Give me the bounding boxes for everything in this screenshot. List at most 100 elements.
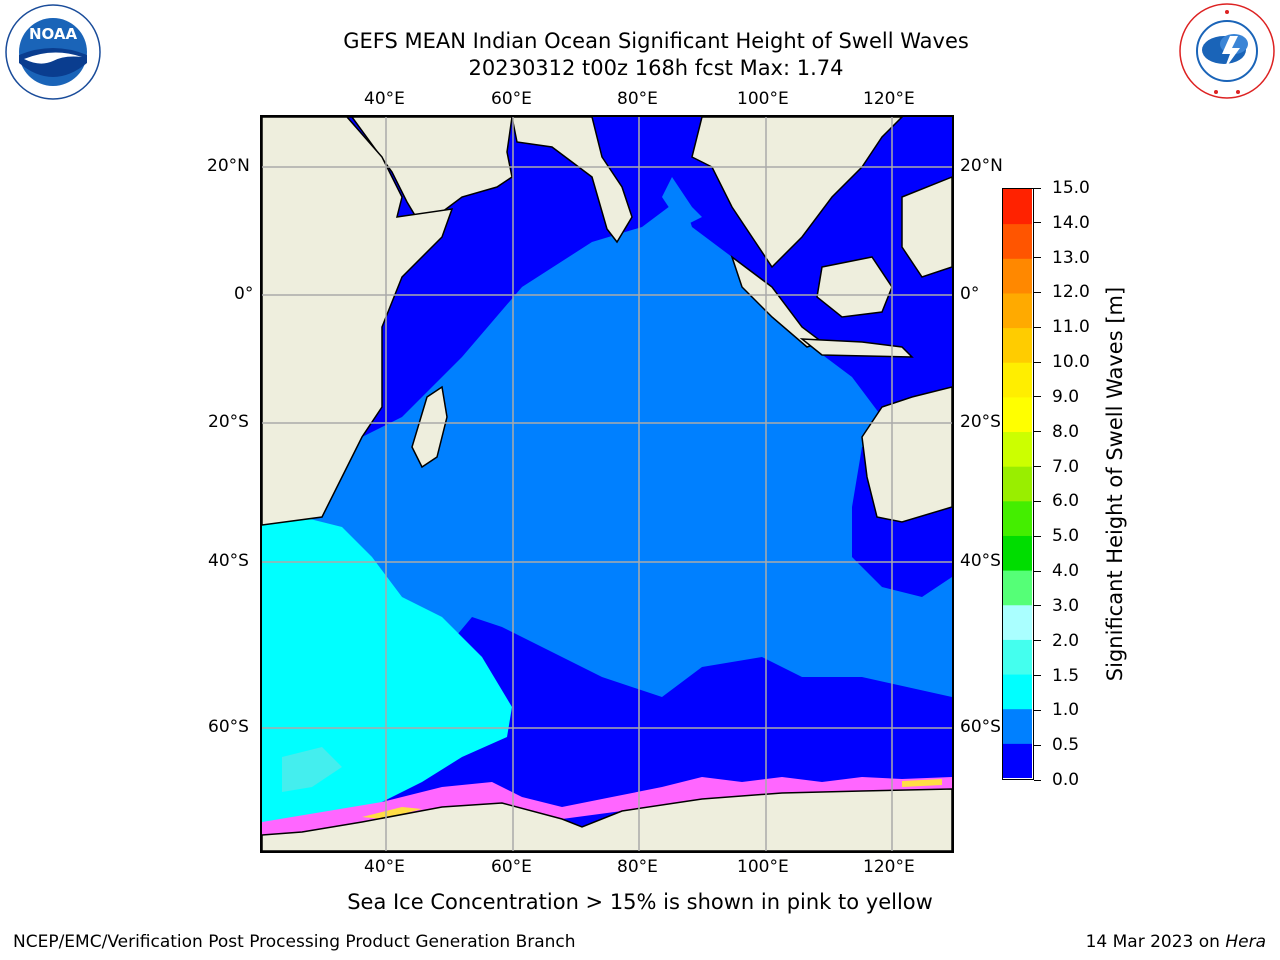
colorbar-tick-label: 4.0 — [1052, 561, 1080, 582]
colorbar-tick-mark — [1034, 675, 1041, 677]
colorbar-tick-mark — [1034, 605, 1041, 607]
colorbar-tick-label: 10.0 — [1052, 352, 1090, 373]
land-southeast-asia — [691, 117, 904, 269]
colorbar-tick-label: 9.0 — [1052, 386, 1080, 407]
colorbar-tick-label: 0.5 — [1052, 735, 1080, 756]
colorbar-tick-mark — [1034, 396, 1041, 398]
colorbar-tick-mark — [1034, 326, 1041, 328]
land-masses — [262, 117, 952, 851]
colorbar-tick-label: 1.5 — [1052, 665, 1080, 686]
colorbar-tick-label: 1.0 — [1052, 700, 1080, 721]
colorbar-swatches — [1003, 189, 1032, 779]
colorbar-tick-mark — [1034, 500, 1041, 502]
colorbar-tick-mark — [1034, 361, 1041, 363]
colorbar-tick-mark — [1034, 640, 1041, 642]
lat-label-left-0: 0° — [234, 284, 254, 304]
colorbar-tick-label: 11.0 — [1052, 317, 1090, 338]
sea-ice-edge — [262, 777, 952, 835]
map-panel — [260, 115, 954, 853]
lon-label-bottom-60e: 60°E — [491, 857, 532, 877]
lat-label-left-20n: 20°N — [207, 156, 250, 176]
colorbar-tick-label: 2.0 — [1052, 630, 1080, 651]
colorbar-tick-mark — [1034, 709, 1041, 711]
colorbar-tick-mark — [1034, 222, 1041, 224]
colorbar-swatch — [1003, 466, 1032, 502]
colorbar-tick-label: 3.0 — [1052, 595, 1080, 616]
chart-title: GEFS MEAN Indian Ocean Significant Heigh… — [343, 29, 969, 53]
colorbar-swatch — [1003, 327, 1032, 363]
colorbar-label: Significant Height of Swell Waves [m] — [1103, 286, 1127, 682]
colorbar-swatch — [1003, 500, 1032, 536]
colorbar-tick-mark — [1034, 779, 1041, 781]
footer-date: 14 Mar 2023 on Hera — [1086, 932, 1266, 952]
lon-label-bottom-40e: 40°E — [364, 857, 405, 877]
land-antarctica — [262, 788, 952, 851]
colorbar-tick-mark — [1034, 466, 1041, 468]
ocean-region-high-patch — [282, 747, 342, 792]
lat-label-left-60s: 60°S — [208, 717, 249, 737]
colorbar-swatch — [1003, 639, 1032, 675]
lon-label-top-60e: 60°E — [491, 89, 532, 109]
colorbar-tick-label: 13.0 — [1052, 247, 1090, 268]
colorbar-swatch — [1003, 674, 1032, 710]
colorbar-tick-label: 5.0 — [1052, 526, 1080, 547]
land-java — [799, 338, 914, 358]
colorbar-tick-mark — [1034, 257, 1041, 259]
colorbar-swatch — [1003, 258, 1032, 294]
sea-ice-note: Sea Ice Concentration > 15% is shown in … — [347, 890, 933, 914]
lat-label-left-20s: 20°S — [208, 412, 249, 432]
colorbar-tick-mark — [1034, 570, 1041, 572]
colorbar-tick-mark — [1034, 187, 1041, 189]
map-canvas — [262, 117, 952, 851]
colorbar-tick-label: 0.0 — [1052, 770, 1080, 790]
noaa-logo-text: NOAA — [29, 25, 78, 43]
colorbar-swatch — [1003, 292, 1032, 329]
colorbar-tick-mark — [1034, 744, 1041, 746]
land-borneo-java — [816, 256, 893, 318]
colorbar-swatch — [1003, 535, 1032, 571]
colorbar-tick-mark — [1034, 535, 1041, 537]
colorbar-swatch — [1003, 362, 1032, 398]
lon-label-top-120e: 120°E — [863, 89, 915, 109]
lon-label-top-80e: 80°E — [617, 89, 658, 109]
lat-label-right-40s: 40°S — [960, 551, 1001, 571]
lon-label-bottom-120e: 120°E — [863, 857, 915, 877]
colorbar-swatch — [1003, 570, 1032, 606]
land-australia — [861, 386, 952, 523]
land-india — [511, 117, 633, 244]
lon-label-bottom-100e: 100°E — [737, 857, 789, 877]
lat-label-left-40s: 40°S — [208, 551, 249, 571]
colorbar-tick-label: 14.0 — [1052, 212, 1090, 233]
nws-logo — [1179, 3, 1275, 99]
land-madagascar — [411, 385, 448, 469]
colorbar-swatch — [1003, 431, 1032, 467]
noaa-logo: NOAA — [5, 4, 101, 100]
colorbar-swatch — [1003, 396, 1032, 433]
colorbar-swatch — [1003, 189, 1032, 225]
lat-label-right-20n: 20°N — [960, 156, 1003, 176]
colorbar-tick-label: 12.0 — [1052, 282, 1090, 303]
lat-label-right-20s: 20°S — [960, 412, 1001, 432]
footer-credit: NCEP/EMC/Verification Post Processing Pr… — [13, 932, 576, 952]
lat-label-right-0: 0° — [960, 284, 980, 304]
footer-date-text: 14 Mar 2023 on — [1085, 932, 1220, 952]
colorbar-tick-mark — [1034, 291, 1041, 293]
colorbar-swatch — [1003, 708, 1032, 744]
ocean-region-mid-bay — [662, 177, 702, 227]
colorbar-tick-label: 15.0 — [1052, 178, 1090, 198]
lon-label-top-100e: 100°E — [737, 89, 789, 109]
colorbar-tick-label: 7.0 — [1052, 456, 1080, 477]
lon-label-top-40e: 40°E — [364, 89, 405, 109]
colorbar-swatch — [1003, 743, 1032, 779]
footer-machine: Hera — [1225, 932, 1266, 952]
colorbar-swatch — [1003, 604, 1032, 640]
map-gridlines — [262, 117, 952, 851]
colorbar — [1002, 188, 1034, 780]
colorbar-tick-label: 8.0 — [1052, 421, 1080, 442]
lon-label-bottom-80e: 80°E — [617, 857, 658, 877]
lat-label-right-60s: 60°S — [960, 717, 1001, 737]
land-east-indonesia — [901, 176, 952, 278]
colorbar-swatch — [1003, 223, 1032, 259]
chart-subtitle: 20230312 t00z 168h fcst Max: 1.74 — [468, 56, 844, 80]
colorbar-tick-label: 6.0 — [1052, 491, 1080, 512]
